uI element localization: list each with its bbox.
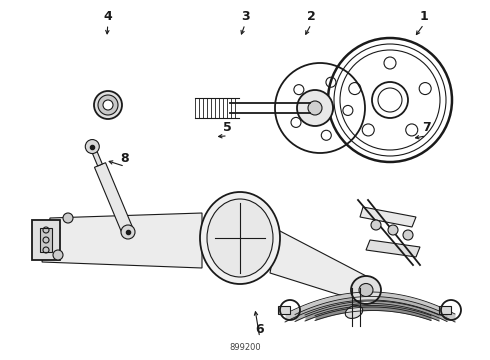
Polygon shape bbox=[42, 213, 202, 268]
Polygon shape bbox=[270, 230, 370, 302]
Ellipse shape bbox=[200, 192, 280, 284]
Ellipse shape bbox=[345, 306, 363, 319]
Text: 1: 1 bbox=[419, 10, 428, 23]
Text: 6: 6 bbox=[255, 323, 264, 336]
Circle shape bbox=[403, 230, 413, 240]
Polygon shape bbox=[91, 148, 102, 166]
Bar bbox=[278, 306, 290, 314]
Text: 2: 2 bbox=[307, 10, 316, 23]
Polygon shape bbox=[366, 240, 420, 257]
Circle shape bbox=[297, 90, 333, 126]
Text: 5: 5 bbox=[223, 121, 232, 134]
Circle shape bbox=[98, 95, 118, 115]
Text: 7: 7 bbox=[422, 121, 431, 134]
Circle shape bbox=[388, 225, 398, 235]
Circle shape bbox=[121, 225, 135, 239]
Bar bbox=[40, 228, 52, 252]
Text: 899200: 899200 bbox=[229, 343, 261, 352]
Circle shape bbox=[371, 220, 381, 230]
Ellipse shape bbox=[207, 199, 273, 277]
Circle shape bbox=[103, 100, 113, 110]
Bar bbox=[439, 306, 451, 314]
Ellipse shape bbox=[351, 276, 381, 304]
Text: 4: 4 bbox=[103, 10, 112, 23]
Text: 8: 8 bbox=[121, 152, 129, 165]
Ellipse shape bbox=[359, 284, 373, 297]
Text: 3: 3 bbox=[241, 10, 249, 23]
Circle shape bbox=[63, 213, 73, 223]
Circle shape bbox=[94, 91, 122, 119]
FancyBboxPatch shape bbox=[32, 220, 60, 260]
Polygon shape bbox=[95, 163, 134, 234]
Circle shape bbox=[308, 101, 322, 115]
Circle shape bbox=[53, 250, 63, 260]
Polygon shape bbox=[360, 207, 416, 227]
Circle shape bbox=[85, 140, 99, 154]
